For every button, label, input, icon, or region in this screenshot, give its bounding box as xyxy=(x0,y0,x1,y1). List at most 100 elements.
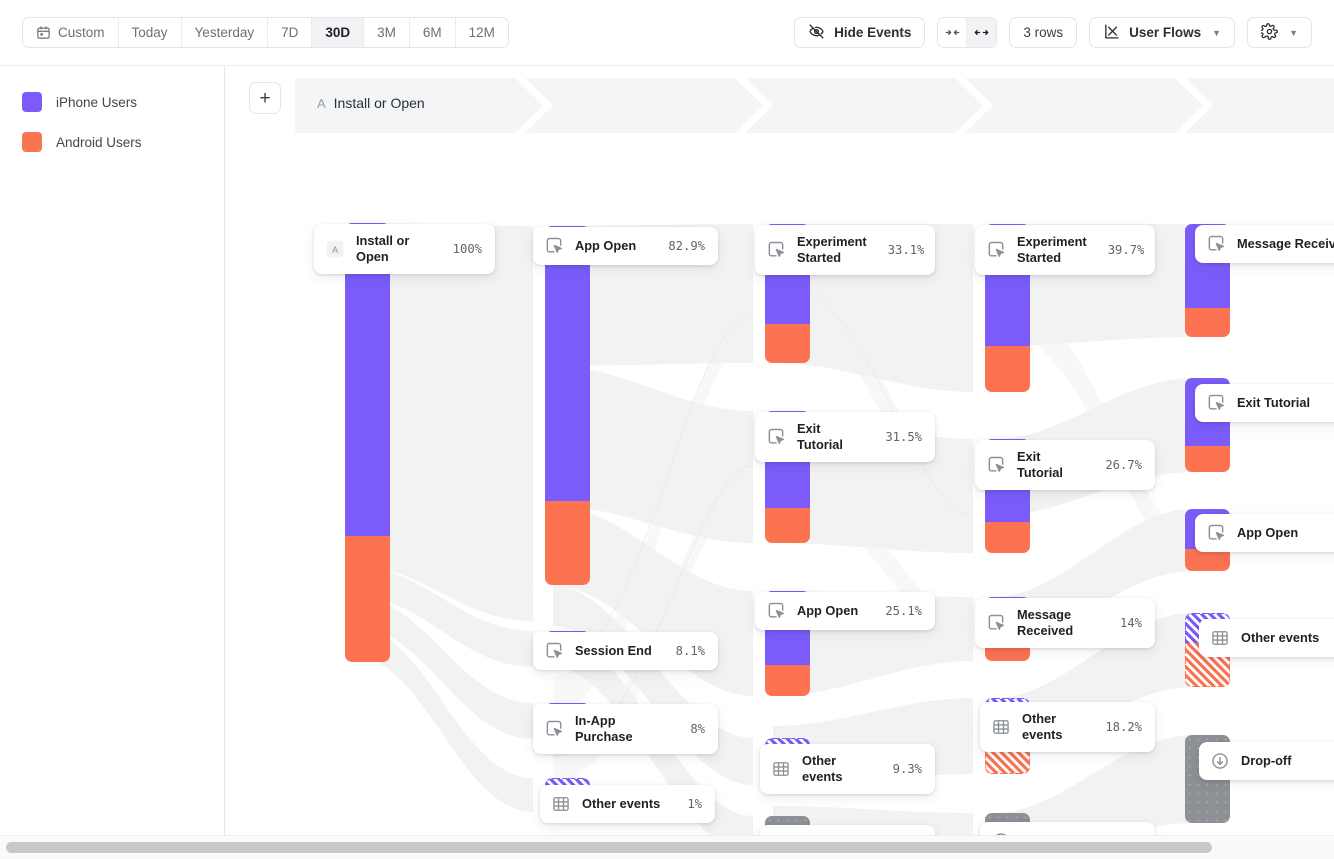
grid-icon xyxy=(991,717,1011,737)
cursor-click-icon xyxy=(766,601,786,621)
flow-node-label: Message Received xyxy=(1237,235,1334,251)
flow-node-label: In-App Purchase xyxy=(575,713,633,745)
legend-label: iPhone Users xyxy=(56,94,138,110)
date-range-selector[interactable]: Custom Today Yesterday 7D 30D 3M 6M 12M xyxy=(22,17,509,48)
flow-node-bar[interactable] xyxy=(1185,224,1230,337)
date-range-today[interactable]: Today xyxy=(118,18,182,47)
cursor-click-icon xyxy=(1206,393,1226,413)
flow-node-percentage: 14% xyxy=(1119,616,1142,631)
flow-node-percentage: 39.7% xyxy=(1107,243,1145,258)
flow-node-label: Experiment Started xyxy=(1017,234,1087,266)
add-step-button[interactable]: + xyxy=(249,82,281,114)
grid-icon xyxy=(551,794,571,814)
cursor-click-icon xyxy=(544,719,564,739)
flow-node-percentage: 31.5% xyxy=(885,430,922,445)
chevron-down-icon: ▼ xyxy=(1212,27,1222,38)
grid-icon xyxy=(771,759,791,779)
flow-node-card[interactable]: Message Received xyxy=(1195,225,1334,263)
flow-node-card[interactable]: Exit Tutorial xyxy=(1195,384,1334,422)
scrollbar-thumb[interactable] xyxy=(6,842,1212,853)
flow-node-card[interactable]: In-App Purchase 8% xyxy=(533,704,718,755)
flow-node-label: Message Received xyxy=(1017,607,1074,639)
date-range-label: 3M xyxy=(377,25,396,40)
breadcrumb-label: Install or Open xyxy=(333,95,425,111)
bar-segment-android xyxy=(545,501,590,585)
date-range-12m[interactable]: 12M xyxy=(455,18,508,47)
date-range-3m[interactable]: 3M xyxy=(364,18,410,47)
flow-node-label: Exit Tutorial xyxy=(1237,394,1310,410)
flow-node-percentage: 9.3% xyxy=(892,762,922,777)
flow-canvas: + A Install or Open xyxy=(225,66,1334,835)
bar-segment-android xyxy=(985,346,1030,392)
legend-swatch xyxy=(22,132,42,152)
flow-node-card[interactable]: Exit Tutorial 26.7% xyxy=(975,440,1155,491)
flow-node-card[interactable]: Other events xyxy=(1199,619,1334,657)
collapse-horizontal-icon[interactable] xyxy=(938,18,968,47)
view-type-label: User Flows xyxy=(1129,25,1202,40)
settings-button[interactable]: ▼ xyxy=(1247,17,1312,48)
flow-node-percentage: 82.9% xyxy=(668,239,705,253)
legend-item-android-users[interactable]: Android Users xyxy=(22,132,224,152)
flow-node-percentage: 1.5% xyxy=(1113,834,1142,835)
flow-node-card[interactable]: Exit Tutorial 31.5% xyxy=(755,412,935,463)
date-range-label: Yesterday xyxy=(194,25,255,40)
flow-node-bar[interactable] xyxy=(545,226,590,585)
cursor-click-icon xyxy=(986,613,1006,633)
letter-a-icon: A xyxy=(325,239,345,259)
flow-node-card[interactable]: Session End 8.1% xyxy=(533,632,718,670)
flow-node-percentage: 33.1% xyxy=(887,243,925,258)
flow-node-bar[interactable] xyxy=(345,223,390,662)
flow-node-percentage: 8% xyxy=(690,722,705,737)
bar-segment-android xyxy=(1185,446,1230,472)
rows-button[interactable]: 3 rows xyxy=(1009,17,1078,48)
cursor-click-icon xyxy=(986,455,1006,475)
width-mode-selector[interactable] xyxy=(937,17,998,48)
date-range-yesterday[interactable]: Yesterday xyxy=(181,18,269,47)
add-step-wrapper: + xyxy=(249,82,281,114)
flow-node-label: App Open xyxy=(797,602,859,618)
breadcrumb[interactable]: A Install or Open xyxy=(317,95,425,111)
hide-events-button[interactable]: Hide Events xyxy=(794,17,926,48)
flow-node-card[interactable]: Experiment Started 39.7% xyxy=(975,225,1155,276)
date-range-custom[interactable]: Custom xyxy=(23,18,119,47)
flow-node-card[interactable]: Experiment Started 33.1% xyxy=(755,225,935,276)
legend-item-iphone-users[interactable]: iPhone Users xyxy=(22,92,224,112)
gear-icon xyxy=(1259,22,1278,43)
date-range-7d[interactable]: 7D xyxy=(268,18,313,47)
flow-node-card[interactable]: App Open 82.9% xyxy=(533,227,718,265)
date-range-label: 12M xyxy=(468,25,495,40)
view-type-button[interactable]: User Flows ▼ xyxy=(1089,17,1236,48)
flow-node-card[interactable]: Other events 1% xyxy=(540,785,715,823)
flow-node-label: Install or Open xyxy=(356,233,410,265)
date-range-6m[interactable]: 6M xyxy=(409,18,456,47)
flow-node-label: App Open xyxy=(1237,524,1299,540)
expand-horizontal-icon[interactable] xyxy=(967,18,997,47)
flow-node-label: App Open xyxy=(575,237,637,253)
bar-segment-iphone xyxy=(545,226,590,501)
flow-node-card[interactable]: A Install or Open 100% xyxy=(314,224,495,275)
breadcrumb-prefix: A xyxy=(317,95,326,111)
flow-node-card[interactable]: Drop-off 1.5% xyxy=(980,822,1155,835)
legend-swatch xyxy=(22,92,42,112)
calendar-icon xyxy=(36,25,51,40)
flow-node-card[interactable]: Drop-off1% xyxy=(760,825,935,835)
flow-node-card[interactable]: App Open xyxy=(1195,514,1334,552)
bar-segment-android xyxy=(1185,549,1230,571)
flow-node-label: Exit Tutorial xyxy=(1017,449,1063,481)
flow-node-card[interactable]: Drop-off xyxy=(1199,742,1334,780)
flow-node-card[interactable]: Message Received 14% xyxy=(975,598,1155,649)
rows-label: 3 rows xyxy=(1023,25,1064,40)
flow-node-card[interactable]: App Open 25.1% xyxy=(755,592,935,630)
flow-node-card[interactable]: Other events 9.3% xyxy=(760,744,935,795)
dropoff-icon xyxy=(1210,751,1230,771)
flow-node-card[interactable]: Other events 18.2% xyxy=(980,702,1155,753)
toolbar-left: Custom Today Yesterday 7D 30D 3M 6M 12M xyxy=(22,17,509,48)
flow-node-label: Drop-off xyxy=(1241,752,1292,768)
flow-node-percentage: 26.7% xyxy=(1105,458,1142,473)
date-range-30d[interactable]: 30D xyxy=(312,18,365,47)
date-range-label: 6M xyxy=(422,25,442,40)
horizontal-scrollbar[interactable] xyxy=(0,835,1334,859)
legend-label: Android Users xyxy=(56,134,142,150)
cursor-click-icon xyxy=(766,427,786,447)
